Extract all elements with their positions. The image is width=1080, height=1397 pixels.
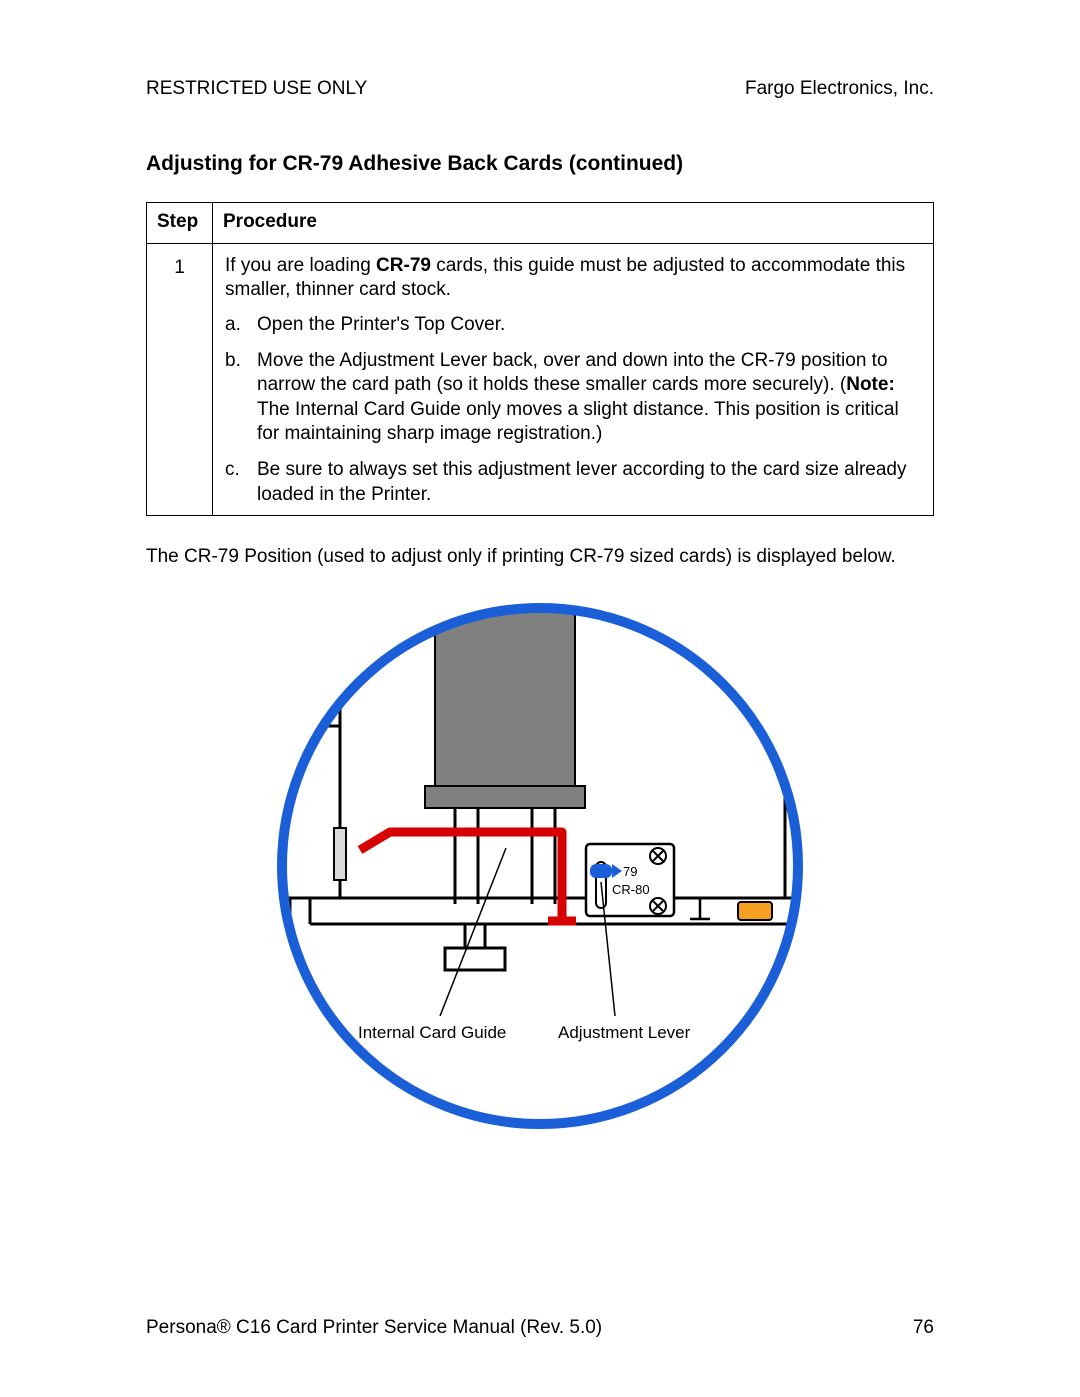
- table-header-row: Step Procedure: [147, 203, 934, 244]
- list-marker: b.: [225, 349, 245, 446]
- list-item: b. Move the Adjustment Lever back, over …: [225, 349, 921, 446]
- list-marker: c.: [225, 458, 245, 507]
- list-text: Open the Printer's Top Cover.: [257, 313, 505, 337]
- section-title: Adjusting for CR-79 Adhesive Back Cards …: [146, 152, 934, 176]
- page-footer: Persona® C16 Card Printer Service Manual…: [146, 1317, 934, 1339]
- procedure-table: Step Procedure 1 If you are loading CR-7…: [146, 202, 934, 516]
- label-adjustment-lever: Adjustment Lever: [558, 1023, 691, 1042]
- item-b-note: Note:: [846, 374, 895, 395]
- item-b-post: The Internal Card Guide only moves a sli…: [257, 399, 899, 444]
- footer-left: Persona® C16 Card Printer Service Manual…: [146, 1317, 602, 1339]
- intro-pre: If you are loading: [225, 255, 376, 276]
- label-internal-card-guide: Internal Card Guide: [358, 1023, 506, 1042]
- table-row: 1 If you are loading CR-79 cards, this g…: [147, 244, 934, 516]
- header-left: RESTRICTED USE ONLY: [146, 78, 367, 100]
- label-cr80: CR-80: [612, 882, 650, 897]
- cr79-diagram: 79 CR-80 Internal Card Guide Adjustment …: [260, 586, 820, 1146]
- procedure-list: a. Open the Printer's Top Cover. b. Move…: [225, 313, 921, 507]
- diagram-container: 79 CR-80 Internal Card Guide Adjustment …: [146, 586, 934, 1146]
- list-text: Be sure to always set this adjustment le…: [257, 458, 921, 507]
- list-marker: a.: [225, 313, 245, 337]
- label-79: 79: [623, 864, 637, 879]
- caption-text: The CR-79 Position (used to adjust only …: [146, 546, 934, 568]
- header-right: Fargo Electronics, Inc.: [745, 78, 934, 100]
- page: RESTRICTED USE ONLY Fargo Electronics, I…: [0, 0, 1080, 1397]
- procedure-intro: If you are loading CR-79 cards, this gui…: [225, 254, 921, 303]
- list-item: c. Be sure to always set this adjustment…: [225, 458, 921, 507]
- intro-bold: CR-79: [376, 255, 431, 276]
- item-b-pre: Move the Adjustment Lever back, over and…: [257, 350, 888, 395]
- list-item: a. Open the Printer's Top Cover.: [225, 313, 921, 337]
- step-number: 1: [147, 244, 213, 516]
- th-procedure: Procedure: [213, 203, 934, 244]
- footer-right: 76: [913, 1317, 934, 1339]
- list-text: Move the Adjustment Lever back, over and…: [257, 349, 921, 446]
- page-header: RESTRICTED USE ONLY Fargo Electronics, I…: [146, 78, 934, 100]
- th-step: Step: [147, 203, 213, 244]
- procedure-cell: If you are loading CR-79 cards, this gui…: [213, 244, 934, 516]
